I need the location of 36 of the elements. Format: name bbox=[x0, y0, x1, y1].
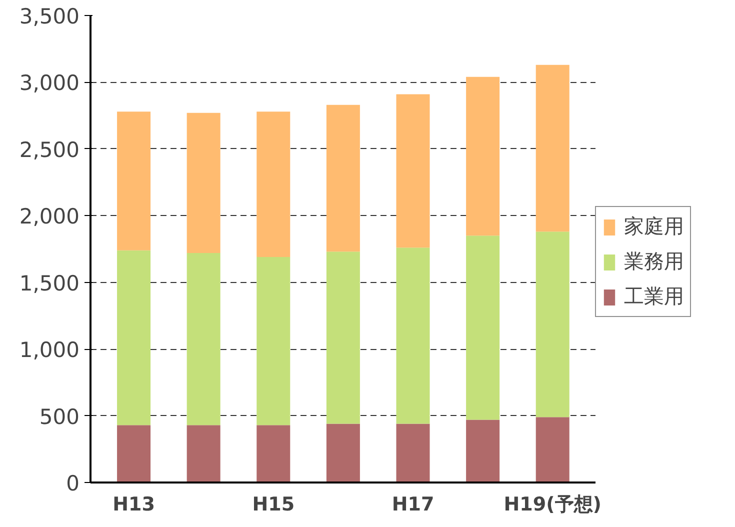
x-tick-label: H19(予想) bbox=[504, 494, 602, 516]
y-tick-label: 2,000 bbox=[19, 204, 80, 229]
legend-label: 家庭用 bbox=[624, 213, 684, 240]
bar bbox=[326, 424, 360, 482]
x-tick-label: H15 bbox=[252, 494, 295, 516]
bar bbox=[186, 112, 220, 254]
x-tick-label: H13 bbox=[112, 494, 155, 516]
y-tick-label: 500 bbox=[39, 404, 80, 429]
legend-label: 業務用 bbox=[624, 248, 684, 275]
bar bbox=[396, 424, 430, 482]
bar bbox=[536, 232, 570, 418]
bar bbox=[256, 425, 290, 482]
bar bbox=[466, 420, 500, 482]
bar bbox=[186, 253, 220, 426]
bar bbox=[396, 248, 430, 424]
bar bbox=[256, 112, 290, 258]
bar bbox=[117, 250, 151, 426]
bar bbox=[536, 64, 570, 232]
bar bbox=[396, 94, 430, 248]
bar bbox=[117, 112, 151, 250]
y-tick-label: 2,500 bbox=[19, 138, 80, 162]
y-tick-label: 3,000 bbox=[19, 71, 80, 96]
y-tick-label: 0 bbox=[66, 472, 80, 496]
y-tick-label: 1,500 bbox=[19, 271, 80, 296]
legend-label: 工業用 bbox=[624, 283, 684, 310]
bar bbox=[186, 425, 220, 482]
bar bbox=[466, 236, 500, 420]
bar bbox=[256, 257, 290, 426]
y-tick-label: 3,500 bbox=[19, 4, 80, 28]
bar bbox=[466, 76, 500, 236]
y-tick-label: 1,000 bbox=[19, 338, 80, 362]
bar bbox=[117, 425, 151, 482]
bar bbox=[326, 252, 360, 424]
bar bbox=[326, 104, 360, 252]
bar bbox=[536, 417, 570, 482]
x-tick-label: H17 bbox=[392, 494, 434, 516]
